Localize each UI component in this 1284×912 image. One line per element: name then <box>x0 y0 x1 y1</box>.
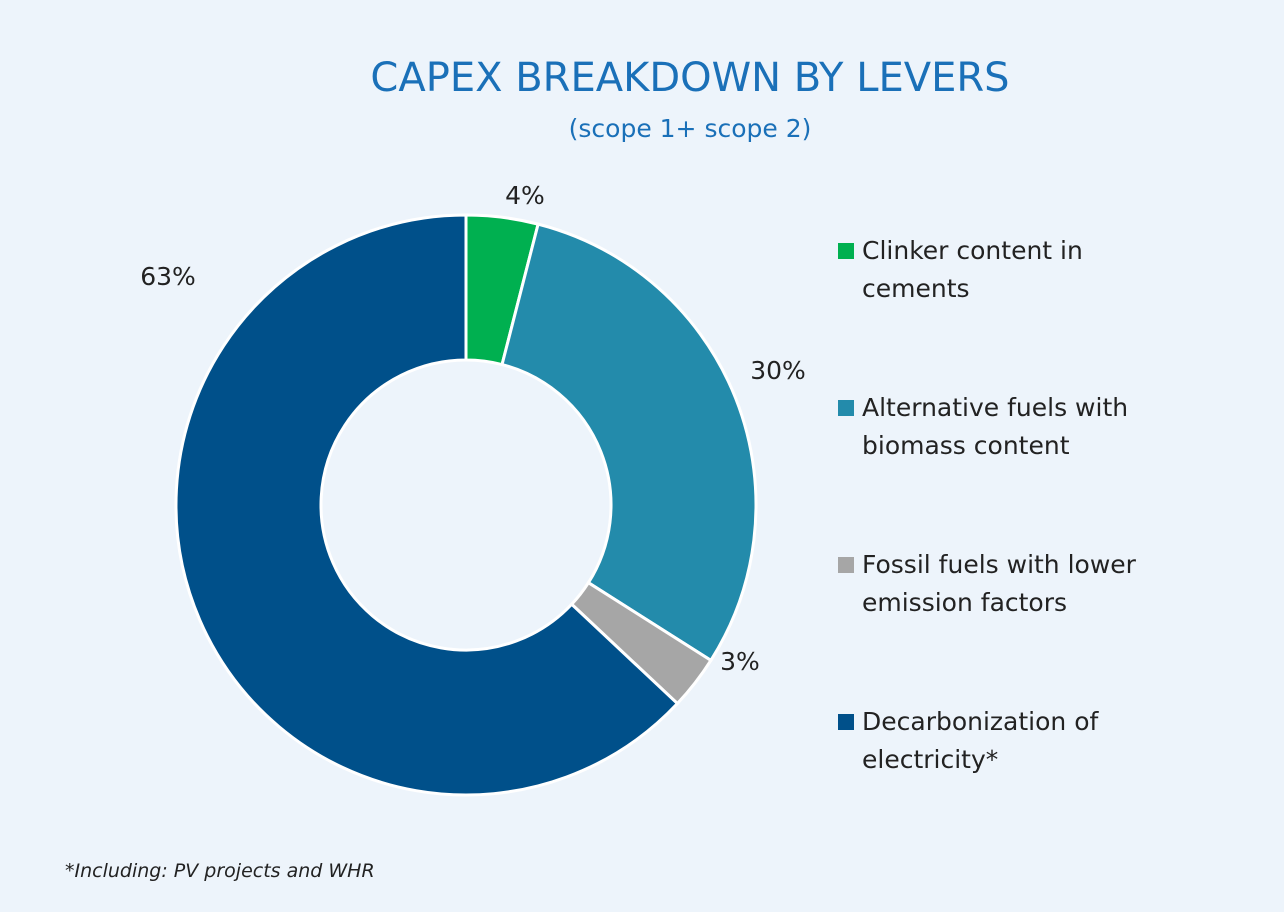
legend-item: Fossil fuels with lower emission factors <box>838 546 1198 703</box>
chart-title: CAPEX BREAKDOWN BY LEVERS <box>370 55 1009 101</box>
legend-item: Decarbonization of electricity* <box>838 703 1198 860</box>
data-label: 30% <box>750 356 806 385</box>
legend-item: Clinker content in cements <box>838 232 1198 389</box>
legend-item: Alternative fuels with biomass content <box>838 389 1198 546</box>
legend-label: Clinker content in cements <box>862 236 1083 303</box>
legend-swatch <box>838 400 854 416</box>
data-label: 63% <box>140 262 196 291</box>
legend-label: Alternative fuels with biomass content <box>862 393 1129 460</box>
legend-swatch <box>838 557 854 573</box>
data-label: 4% <box>505 181 545 210</box>
legend-label: Fossil fuels with lower emission factors <box>862 550 1136 617</box>
footnote: *Including: PV projects and WHR <box>65 860 375 882</box>
data-label: 3% <box>720 647 760 676</box>
donut-slice <box>500 222 758 663</box>
legend-swatch <box>838 714 854 730</box>
legend-swatch <box>838 243 854 259</box>
legend: Clinker content in cements Alternative fu… <box>838 232 1198 860</box>
chart-subtitle: (scope 1+ scope 2) <box>569 114 812 143</box>
legend-label: Decarbonization of electricity* <box>862 707 1099 774</box>
donut-slice <box>174 213 680 797</box>
